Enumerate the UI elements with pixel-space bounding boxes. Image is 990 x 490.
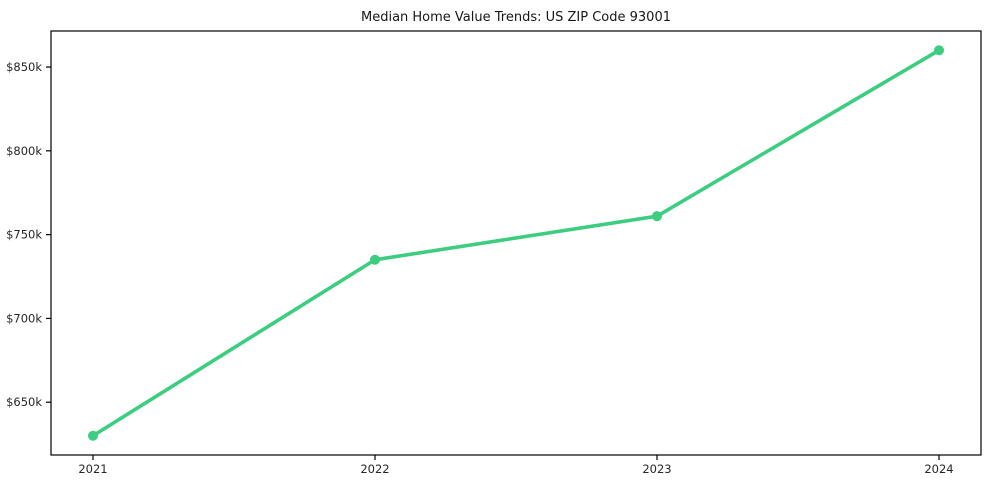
y-axis-tick-label: $800k bbox=[6, 144, 42, 158]
y-axis-tick-label: $850k bbox=[6, 60, 42, 74]
y-axis-tick-label: $650k bbox=[6, 395, 42, 409]
x-axis-tick-label: 2024 bbox=[924, 462, 953, 476]
y-axis-tick-label: $750k bbox=[6, 228, 42, 242]
plot-area bbox=[50, 30, 982, 456]
data-point-2022 bbox=[370, 254, 380, 265]
x-axis-tick-label: 2023 bbox=[642, 462, 671, 476]
chart-title: Median Home Value Trends: US ZIP Code 93… bbox=[361, 10, 671, 25]
data-point-2024 bbox=[934, 45, 944, 56]
y-axis-tick-label: $700k bbox=[6, 311, 42, 325]
data-point-2023 bbox=[652, 211, 662, 222]
data-point-2021 bbox=[88, 430, 98, 441]
plot-layer: $650k $700k $750k $800k $850k 2021 2022 2023 202… bbox=[6, 30, 982, 476]
trend-line bbox=[91, 48, 941, 438]
x-axis-tick-label: 2022 bbox=[360, 462, 389, 476]
x-axis-tick-label: 2021 bbox=[78, 462, 107, 476]
